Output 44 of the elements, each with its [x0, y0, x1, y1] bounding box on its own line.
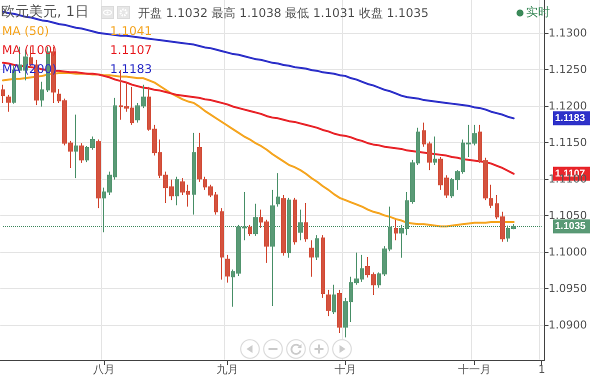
candlestick — [248, 224, 252, 236]
y-tick-label: 1.1150 — [548, 136, 588, 149]
line-series — [2, 62, 515, 175]
y-tick-label: 1.1000 — [548, 245, 588, 258]
x-tick-label: 九月 — [216, 363, 238, 376]
candlestick — [192, 132, 196, 216]
text: 1.1183 — [555, 112, 586, 124]
candlestick — [1, 84, 5, 104]
candlestick — [225, 254, 230, 284]
annotation: 1.1107 — [110, 43, 152, 57]
candlestick — [309, 240, 314, 278]
candlestick — [332, 284, 336, 314]
candlestick — [337, 289, 342, 334]
candlestick — [40, 81, 44, 108]
y-tick-label: 1.1300 — [548, 26, 588, 40]
x-tick-label: 十月 — [334, 363, 356, 376]
candlestick — [175, 176, 179, 206]
candlestick — [394, 219, 398, 241]
ref-line-label: 1.1035 — [555, 220, 586, 232]
annotation: 开盘 1.1032 最高 1.1038 最低 1.1031 收盘 1.1035 — [138, 5, 429, 22]
candlestick — [74, 114, 78, 179]
candlestick — [6, 94, 11, 112]
y-tick-label: 1.1050 — [548, 208, 588, 222]
candlestick — [96, 138, 101, 209]
candlestick — [79, 142, 84, 164]
annotation: 1.1183 — [110, 62, 152, 76]
candlestick — [281, 194, 286, 256]
x-tick-label: 1 — [538, 363, 546, 376]
text: MA (50) — [2, 24, 50, 38]
annotation: 1.1041 — [110, 24, 152, 38]
candlestick — [304, 202, 308, 242]
x-tick-label: 十一月 — [458, 363, 491, 376]
candlestick — [220, 208, 224, 280]
candlestick — [315, 234, 319, 260]
candlestick — [276, 172, 280, 208]
candlestick — [326, 289, 331, 317]
y-tick-label: 1.0950 — [548, 282, 588, 295]
y-tick-label: 1.0900 — [548, 318, 588, 332]
y-tick-label: 1.1250 — [548, 62, 588, 76]
candlestick — [321, 234, 325, 298]
x-tick-label: 八月 — [92, 363, 115, 376]
y-tick-label: 1.1200 — [548, 99, 588, 112]
candlestick — [433, 136, 437, 166]
candlestick — [293, 197, 297, 246]
